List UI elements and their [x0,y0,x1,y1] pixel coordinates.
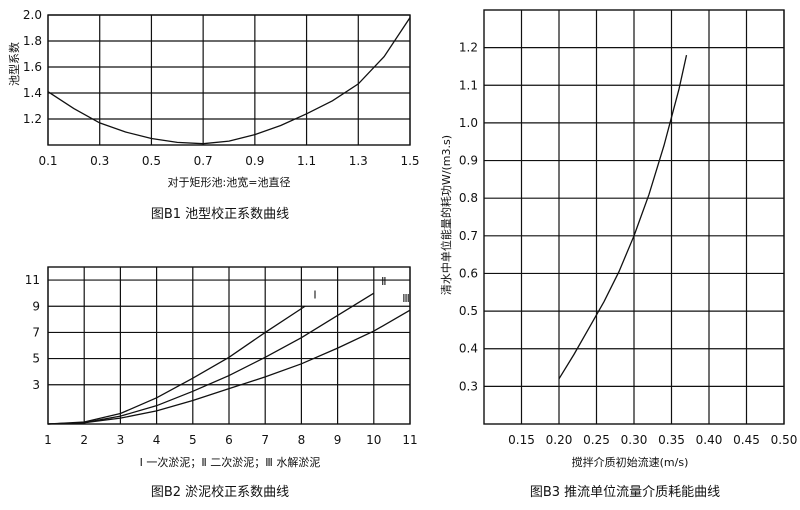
y-tick-label: 11 [25,273,40,287]
y-tick-label: 3 [32,378,40,392]
x-tick-label: 0.25 [583,433,610,447]
x-tick-label: 0.3 [90,154,109,168]
y-tick-label: 1.0 [459,116,478,130]
x-tick-label: 3 [117,433,125,447]
x-tick-label: 0.5 [142,154,161,168]
x-tick-label: 0.15 [508,433,535,447]
x-tick-label: 5 [189,433,197,447]
x-axis-label: 搅拌介质初始流速(m/s) [572,455,689,469]
x-tick-label: 0.30 [621,433,648,447]
y-tick-label: 1.6 [23,60,42,74]
x-tick-label: 11 [402,433,417,447]
y-axis-label: 清水中单位能量的耗功W/(m3.s) [439,135,453,295]
x-tick-label: 4 [153,433,161,447]
y-tick-label: 1.1 [459,78,478,92]
y-tick-label: 5 [32,352,40,366]
y-tick-label: 1.4 [23,86,42,100]
x-tick-label: 1.3 [349,154,368,168]
x-tick-label: 0.45 [733,433,760,447]
series-line-2 [47,292,375,425]
y-tick-label: 0.6 [459,266,478,280]
y-tick-label: 2.0 [23,8,42,22]
x-tick-label: 9 [334,433,342,447]
chart-sludge-coefficient: 1 2 3 4 5 6 7 8 9 10 11 3 5 7 9 11 Ⅰ Ⅱ Ⅲ Ⅰ 一次淤泥；Ⅱ 二次淤泥；Ⅲ 水解… [25,266,418,500]
y-axis-label: 池型系数 [7,42,21,86]
x-axis-label: 对于矩形池:池宽=池直径 [168,175,291,189]
y-tick-label: 1.2 [459,41,478,55]
series-line-1 [47,305,306,425]
series-label: Ⅰ [313,288,316,301]
y-tick-label: 0.5 [459,304,478,318]
x-axis-label: Ⅰ 一次淤泥；Ⅱ 二次淤泥；Ⅲ 水解淤泥 [140,455,321,469]
x-tick-label: 2 [80,433,88,447]
y-tick-label: 0.4 [459,342,478,356]
plot-frame [47,14,411,146]
y-tick-label: 0.8 [459,191,478,205]
x-tick-label: 0.1 [38,154,57,168]
x-tick-label: 0.40 [696,433,723,447]
chart-caption: 图B2 淤泥校正系数曲线 [151,484,289,500]
chart-flow-energy: 0.15 0.20 0.25 0.30 0.35 0.40 0.45 0.50 0.3 0.4 0.… [439,9,798,500]
y-tick-label: 1.2 [23,112,42,126]
series-line-3 [47,309,411,425]
x-tick-label: 0.20 [546,433,573,447]
chart-pool-shape-coefficient: 0.1 0.3 0.5 0.7 0.9 1.1 1.3 1.5 1.2 1.4 1.6 1.8 2.0 对… [7,8,420,222]
x-tick-label: 0.50 [771,433,798,447]
series-line [47,17,411,145]
plot-frame [47,266,411,425]
series-line [558,55,688,380]
x-tick-label: 7 [261,433,269,447]
x-tick-label: 10 [366,433,381,447]
y-tick-label: 7 [32,325,40,339]
x-tick-label: 1.1 [297,154,316,168]
y-tick-label: 0.9 [459,154,478,168]
plot-frame [483,9,785,425]
x-tick-label: 8 [298,433,306,447]
x-tick-label: 0.9 [245,154,264,168]
chart-caption: 图B1 池型校正系数曲线 [151,206,289,222]
x-tick-label: 0.7 [194,154,213,168]
x-tick-label: 1 [44,433,52,447]
y-tick-label: 1.8 [23,34,42,48]
series-label: Ⅱ [381,275,386,288]
y-tick-label: 0.7 [459,229,478,243]
y-tick-label: 0.3 [459,379,478,393]
y-tick-label: 9 [32,299,40,313]
x-tick-label: 6 [225,433,233,447]
chart-caption: 图B3 推流单位流量介质耗能曲线 [530,485,720,500]
series-label: Ⅲ [402,292,410,305]
x-tick-label: 1.5 [400,154,419,168]
x-tick-label: 0.35 [658,433,685,447]
